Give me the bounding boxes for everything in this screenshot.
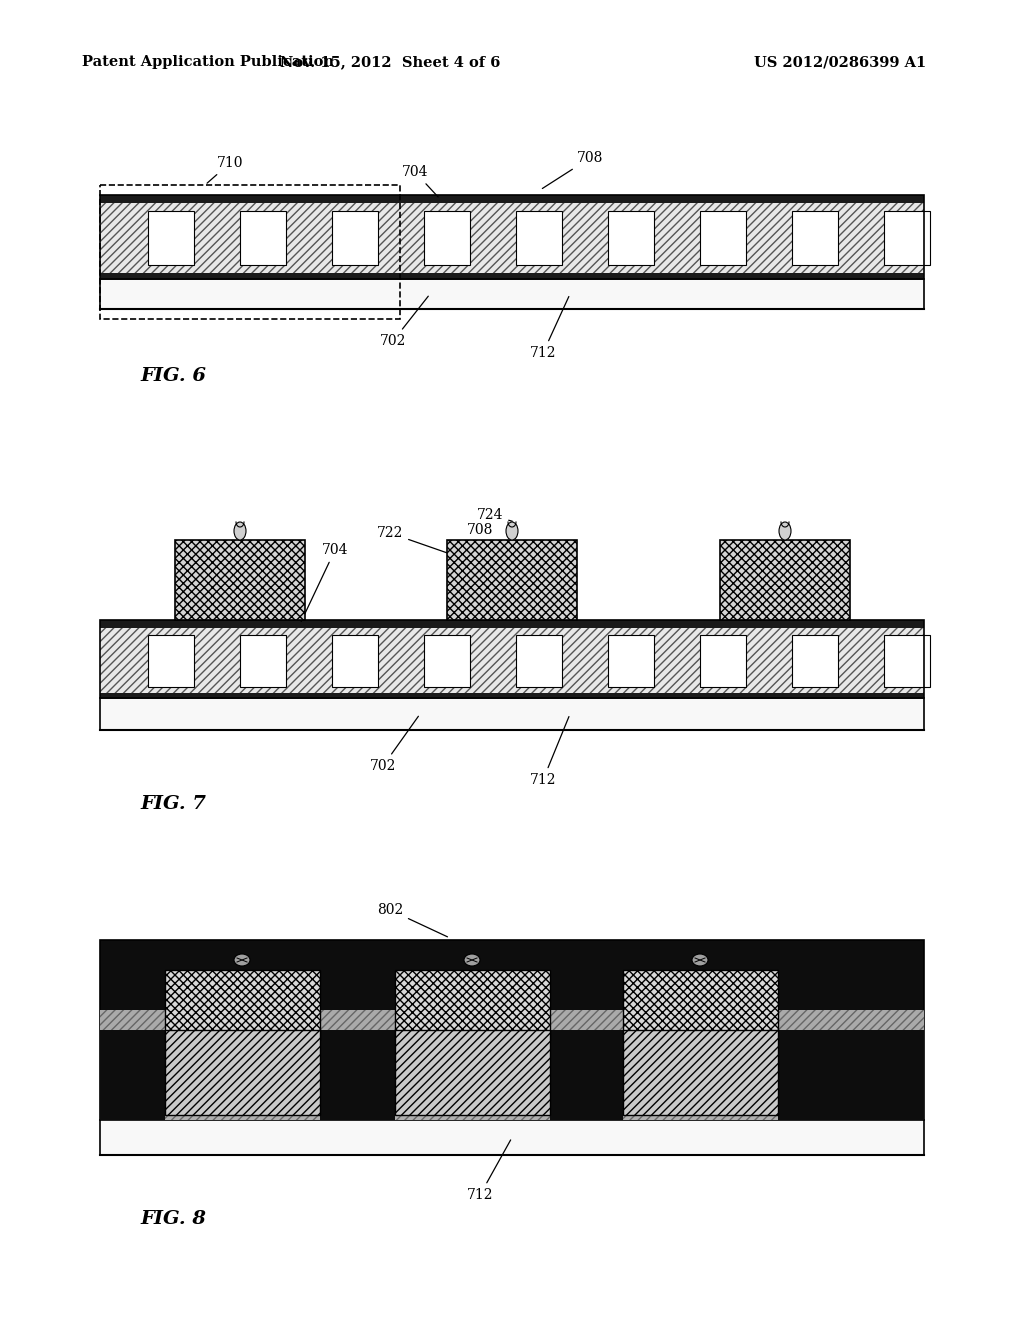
Text: 704: 704 — [301, 543, 348, 622]
Bar — [319, 1030, 395, 1119]
Bar — [100, 620, 924, 698]
Bar — [623, 970, 778, 1040]
Bar — [100, 1119, 924, 1155]
Bar — [550, 1030, 623, 1119]
Ellipse shape — [506, 521, 518, 540]
Bar — [148, 635, 194, 686]
Bar — [100, 195, 924, 203]
Bar — [100, 279, 924, 309]
Ellipse shape — [692, 954, 708, 966]
Text: 708: 708 — [467, 523, 528, 615]
Bar — [100, 620, 924, 628]
Text: FIG. 7: FIG. 7 — [140, 795, 206, 813]
Bar — [100, 693, 924, 698]
Bar — [100, 1030, 165, 1119]
Bar — [175, 540, 305, 620]
Text: US 2012/0286399 A1: US 2012/0286399 A1 — [754, 55, 926, 69]
Bar — [332, 635, 378, 686]
Text: 802: 802 — [377, 903, 447, 937]
Bar — [100, 203, 924, 273]
Text: 710: 710 — [207, 156, 244, 183]
Bar — [332, 211, 378, 265]
Bar — [100, 1030, 924, 1119]
Text: 702: 702 — [370, 717, 419, 774]
Bar — [700, 211, 746, 265]
Bar — [100, 940, 924, 1119]
Text: 704: 704 — [401, 165, 438, 197]
Bar — [395, 970, 550, 1040]
Bar — [424, 635, 470, 686]
Bar — [100, 1010, 924, 1030]
Bar — [884, 211, 930, 265]
Bar — [100, 185, 400, 319]
Bar — [778, 1030, 924, 1119]
Bar — [240, 635, 286, 686]
Bar — [148, 211, 194, 265]
Bar — [792, 635, 838, 686]
Ellipse shape — [464, 954, 480, 966]
Bar — [447, 540, 577, 620]
Bar — [165, 970, 319, 1040]
Bar — [165, 1030, 319, 1115]
Bar — [720, 540, 850, 620]
Text: 712: 712 — [529, 717, 569, 787]
Bar — [100, 698, 924, 730]
Bar — [792, 211, 838, 265]
Text: 712: 712 — [529, 297, 569, 360]
Bar — [100, 273, 924, 279]
Text: 724: 724 — [477, 508, 512, 521]
Bar — [700, 635, 746, 686]
Bar — [516, 635, 562, 686]
Bar — [516, 211, 562, 265]
Ellipse shape — [234, 954, 250, 966]
Bar — [623, 1030, 778, 1115]
Bar — [608, 211, 654, 265]
Text: 712: 712 — [467, 1140, 511, 1203]
Text: 722: 722 — [377, 525, 500, 572]
Bar — [424, 211, 470, 265]
Bar — [100, 628, 924, 693]
Text: 708: 708 — [543, 150, 603, 189]
Bar — [395, 1030, 550, 1115]
Bar — [100, 195, 924, 279]
Text: Patent Application Publication: Patent Application Publication — [82, 55, 334, 69]
Bar — [884, 635, 930, 686]
Bar — [608, 635, 654, 686]
Text: Nov. 15, 2012  Sheet 4 of 6: Nov. 15, 2012 Sheet 4 of 6 — [280, 55, 500, 69]
Bar — [240, 211, 286, 265]
Ellipse shape — [779, 521, 791, 540]
Ellipse shape — [234, 521, 246, 540]
Text: FIG. 8: FIG. 8 — [140, 1210, 206, 1228]
Text: 702: 702 — [380, 296, 428, 348]
Text: FIG. 6: FIG. 6 — [140, 367, 206, 385]
